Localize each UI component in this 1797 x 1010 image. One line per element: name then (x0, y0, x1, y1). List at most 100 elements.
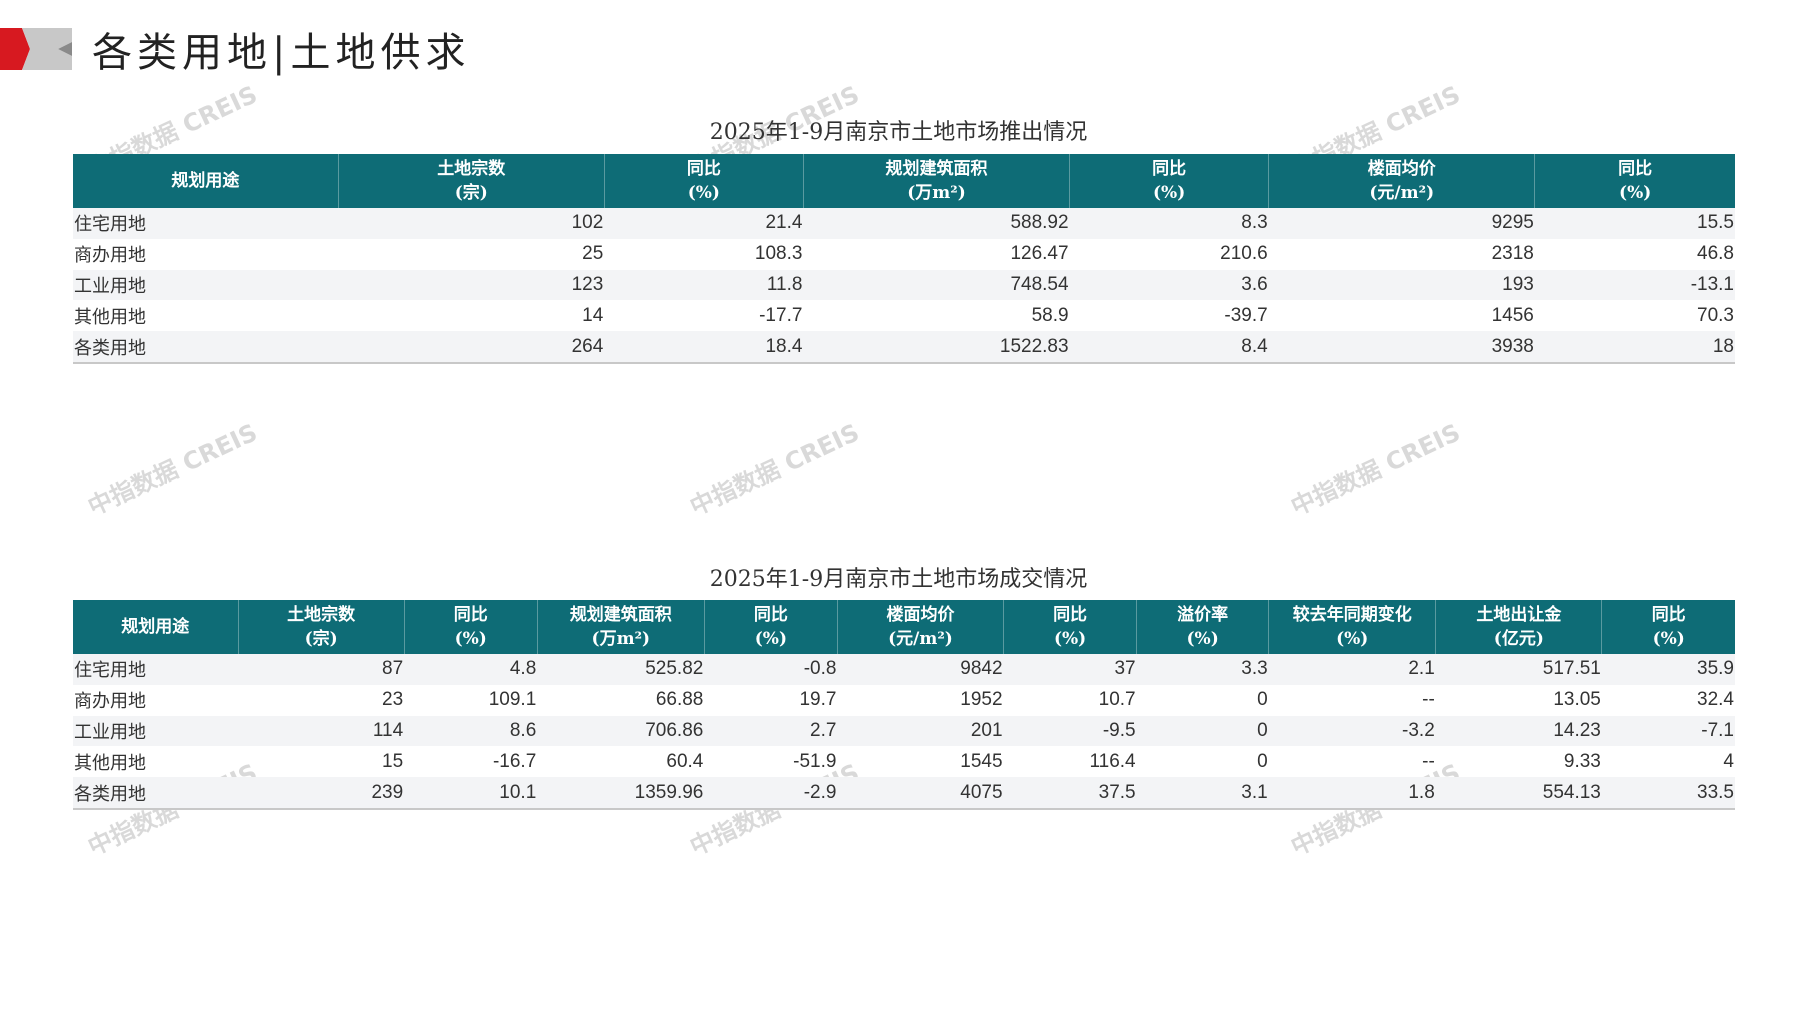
column-header-unit: (%) (1619, 183, 1652, 203)
table-cell: 87 (238, 654, 405, 685)
table-row: 工业用地 123 11.8 748.54 3.6 193 -13.1 (73, 269, 1735, 301)
table-cell: -0.8 (704, 654, 838, 685)
table-cell: 25 (582, 243, 604, 265)
table-cell: 14.23 (1435, 715, 1602, 747)
table-cell: 8.6 (404, 715, 538, 747)
table-cell: -- (1422, 689, 1435, 711)
table-cell: 706.86 (537, 715, 705, 747)
table-cell: 10.1 (404, 777, 538, 810)
table-cell: 1456 (1491, 304, 1534, 326)
table-cell: 264 (338, 331, 605, 364)
table-cell: 0 (1257, 750, 1268, 772)
row-label: 其他用地 (74, 306, 146, 328)
table-cell: 517.51 (1435, 654, 1602, 685)
table-cell: 66.88 (655, 689, 704, 711)
table-cell: 9295 (1268, 208, 1535, 239)
table-cell: -2.9 (704, 777, 838, 810)
table-cell: -39.7 (1224, 304, 1268, 326)
row-label: 其他用地 (74, 752, 146, 774)
table-row: 住宅用地 87 4.8 525.82 -0.8 9842 37 3.3 2.1 517.51 35.… (73, 654, 1735, 685)
column-header-unit: (%) (1053, 629, 1087, 649)
column-header: 同比 (%) (703, 600, 838, 654)
header-row: 规划用途 土地宗数 (宗) 同比 (%) 规划建筑面积 (万m²) 同比 (%) 楼面均价 (元/m… (73, 600, 1735, 654)
column-header-label: 土地宗数 (287, 605, 356, 625)
column-header: 规划用途 (73, 600, 239, 654)
column-header: 楼面均价 (元/m²) (1268, 154, 1535, 208)
row-label: 住宅用地 (73, 208, 339, 239)
table-cell: 2.7 (704, 715, 838, 747)
column-header: 规划建筑面积 (万m²) (536, 600, 705, 654)
column-header-unit: (万m²) (907, 183, 966, 203)
table-cell: 588.92 (803, 208, 1070, 239)
table-cell: -- (1422, 750, 1435, 772)
table-cell: 18 (1534, 331, 1735, 364)
table-cell: 0 (1136, 715, 1269, 747)
table-cell: 3.3 (1136, 654, 1269, 685)
column-header-label: 楼面均价 (1367, 159, 1436, 179)
watermark: 中指数据 CREIS (83, 418, 262, 522)
column-header-label: 较去年同期变化 (1292, 605, 1412, 625)
table-cell: 0 (1257, 689, 1268, 711)
watermark: 中指数据 CREIS (685, 418, 864, 522)
column-header-unit: (%) (1186, 629, 1219, 649)
column-header-label: 土地出让金 (1476, 605, 1562, 625)
column-header-label: 同比 (753, 605, 788, 625)
column-header: 规划建筑面积 (万m²) (802, 154, 1070, 208)
column-header: 同比 (%) (1601, 600, 1735, 654)
table-cell: 123 (338, 269, 605, 301)
column-header-unit: (%) (754, 629, 788, 649)
column-header: 土地宗数 (宗) (337, 154, 605, 208)
brand-logo (0, 28, 72, 70)
column-header: 溢价率 (%) (1136, 600, 1269, 654)
table-cell: 4075 (837, 777, 1004, 810)
table-cell: 23 (382, 689, 404, 711)
column-header-unit: (%) (1652, 629, 1685, 649)
table-cell: 3.6 (1069, 269, 1269, 301)
column-header: 同比 (%) (1003, 600, 1137, 654)
table-cell: 21.4 (604, 208, 804, 239)
table-cell: -51.9 (793, 750, 837, 772)
row-label: 各类用地 (73, 777, 239, 810)
column-header-label: 规划建筑面积 (569, 605, 672, 625)
table-cell: 9.33 (1563, 750, 1601, 772)
table-cell: 18.4 (604, 331, 804, 364)
land-supply-table: 规划用途 土地宗数 (宗) 同比 (%) 规划建筑面积 (万m²) 同比 (%) 楼面均价 (元/m… (73, 154, 1735, 364)
table-cell: 58.9 (1031, 304, 1069, 326)
table-cell: 19.7 (799, 689, 837, 711)
table-cell: 10.7 (1098, 689, 1136, 711)
table-cell: 3938 (1268, 331, 1535, 364)
table-cell: 70.3 (1697, 304, 1734, 326)
column-header-label: 同比 (1618, 159, 1653, 179)
table-cell: -13.1 (1534, 269, 1735, 301)
table-cell: 4 (1723, 750, 1734, 772)
column-header-label: 土地宗数 (437, 159, 506, 179)
column-header-unit: (宗) (304, 629, 338, 649)
table-cell: 15.5 (1534, 208, 1735, 239)
table-cell: 2.1 (1268, 654, 1436, 685)
deals-table-title: 2025年1-9月南京市土地市场成交情况 (709, 567, 1088, 592)
table-cell: 1545 (960, 750, 1003, 772)
table-cell: 108.3 (754, 243, 803, 265)
table-cell: -3.2 (1268, 715, 1436, 747)
table-cell: 11.8 (604, 269, 804, 301)
column-header: 楼面均价 (元/m²) (836, 600, 1004, 654)
row-label: 商办用地 (74, 691, 146, 713)
table-cell: 15 (382, 750, 404, 772)
table-cell: -7.1 (1601, 715, 1735, 747)
table-cell: 33.5 (1601, 777, 1735, 810)
table-cell: 239 (238, 777, 405, 810)
table-cell: 114 (238, 715, 405, 747)
table-cell: 37 (1003, 654, 1137, 685)
row-label: 工业用地 (73, 715, 239, 747)
land-deals-table: 规划用途 土地宗数 (宗) 同比 (%) 规划建筑面积 (万m²) 同比 (%) 楼面均价 (元/m… (73, 600, 1735, 810)
table-cell: 554.13 (1435, 777, 1602, 810)
row-label: 工业用地 (73, 269, 339, 301)
table-cell: -9.5 (1003, 715, 1137, 747)
column-header-unit: (%) (1153, 183, 1186, 203)
column-header-label: 同比 (686, 159, 721, 179)
table-row: 工业用地 114 8.6 706.86 2.7 201 -9.5 0 -3.2 14.23 -7.1 (73, 715, 1735, 747)
table-row: 商办用地 23 109.1 66.88 19.7 1952 10.7 0 -- 13.05 32.4 (73, 685, 1735, 716)
table-cell: 126.47 (1010, 243, 1069, 265)
table-cell: 210.6 (1220, 243, 1268, 265)
column-header-label: 楼面均价 (886, 605, 955, 625)
